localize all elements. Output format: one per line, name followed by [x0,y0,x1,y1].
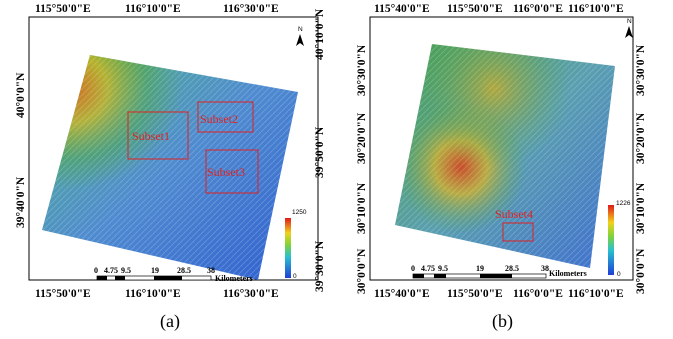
svg-text:0: 0 [411,264,415,273]
subset2-label: Subset2 [200,112,238,126]
right-lat-label-2: 30°20'0"N [635,112,647,164]
north-arrow-icon: N [625,18,633,38]
svg-text:38: 38 [207,266,215,275]
subset2-box [197,101,254,133]
subset4-box [502,222,534,242]
svg-text:9.5: 9.5 [438,264,448,273]
panel-b: Subset4 N 1226 0 0 4.75 9.5 19 28.5 38 K… [356,3,647,332]
bottom-lon-label-3: 116°0'0"E [513,288,563,300]
right-lat-label-1: 40°10'0"N [314,8,326,60]
svg-text:Kilometers: Kilometers [215,274,253,283]
left-lat-label-1: 40°0'0"N [15,72,27,118]
subset1-label: Subset1 [132,129,170,143]
right-lat-label-3: 30°10'0"N [635,182,647,234]
left-lat-label-2: 30°20'0"N [356,112,368,164]
bottom-lon-label-2: 115°50'0"E [447,288,503,300]
left-lat-label-2: 39°40'0"N [15,176,27,228]
svg-text:19: 19 [476,264,484,273]
subset1-box [127,111,189,160]
svg-text:28.5: 28.5 [505,264,519,273]
right-lat-label-4: 30°0'0"N [635,248,647,294]
svg-text:4.75: 4.75 [104,266,118,275]
elevation-legend-bar [608,205,614,275]
legend-max: 1250 [292,209,307,216]
svg-text:4.75: 4.75 [421,264,435,273]
top-lon-label-3: 116°0'0"E [513,3,563,15]
panel-a-caption: (a) [160,311,180,332]
svg-text:28.5: 28.5 [177,266,191,275]
svg-text:0: 0 [94,266,98,275]
scale-bar: 0 4.75 9.5 19 28.5 38 Kilometers [94,266,253,283]
subset4-label: Subset4 [495,207,533,221]
bottom-lon-label-3: 116°30'0"E [223,288,279,300]
svg-text:38: 38 [541,264,549,273]
bottom-lon-label-1: 115°40'0"E [374,288,430,300]
scale-bar: 0 4.75 9.5 19 28.5 38 Kilometers [411,264,587,279]
left-lat-label-4: 30°0'0"N [356,248,368,294]
top-lon-label-2: 116°10'0"E [125,3,181,15]
left-lat-label-3: 30°10'0"N [356,182,368,234]
left-lat-label-1: 30°30'0"N [356,44,368,96]
right-lat-label-1: 30°30'0"N [635,44,647,96]
svg-text:N: N [627,18,632,25]
panel-a: Subset1 Subset2 Subset3 N 1250 0 0 4.75 … [15,3,326,332]
svg-text:19: 19 [151,266,159,275]
north-arrow-icon: N [296,26,304,46]
panel-b-caption: (b) [492,311,513,332]
subset3-label: Subset3 [207,165,245,179]
legend-min: 0 [617,271,621,278]
panel-b-frame [369,16,634,281]
top-lon-label-1: 115°40'0"E [374,3,430,15]
top-lon-label-4: 116°10'0"E [568,3,624,15]
bottom-lon-label-1: 115°50'0"E [35,288,91,300]
svg-text:9.5: 9.5 [121,266,131,275]
legend-min: 0 [293,273,297,280]
bottom-lon-label-4: 116°10'0"E [568,288,624,300]
right-lat-label-3: 39°30'0"N [314,240,326,292]
bottom-lon-label-2: 116°10'0"E [125,288,181,300]
elevation-legend-bar [285,218,291,278]
svg-text:Kilometers: Kilometers [549,269,587,278]
right-lat-label-2: 39°50'0"N [314,126,326,178]
legend-max: 1226 [616,200,631,207]
top-lon-label-1: 115°50'0"E [35,3,91,15]
subset3-box [205,149,259,194]
top-lon-label-2: 115°50'0"E [447,3,503,15]
svg-text:N: N [298,26,303,33]
top-lon-label-3: 116°30'0"E [223,3,279,15]
